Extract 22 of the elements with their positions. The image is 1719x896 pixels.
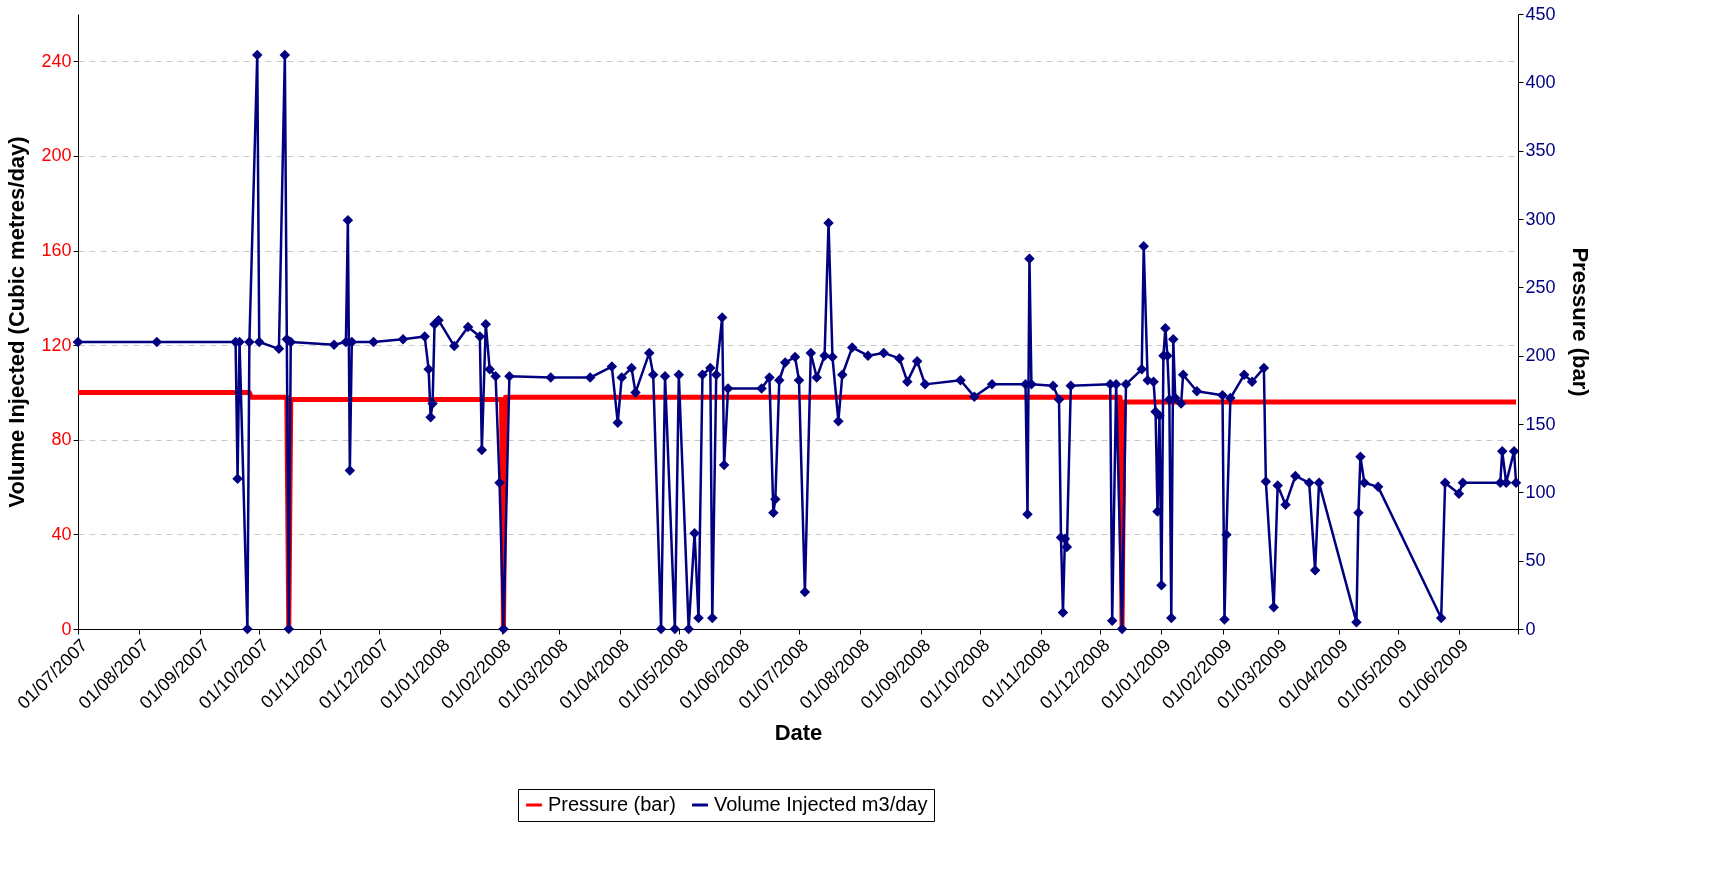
- y-tick-label: 200: [41, 145, 72, 166]
- y-tick-label: 40: [51, 523, 72, 544]
- y2-tick-label: 250: [1525, 276, 1556, 297]
- y-tick-label: 0: [61, 618, 72, 639]
- y-axis-title: Volume Injected (Cubic metres/day): [4, 136, 30, 508]
- y2-axis-title: Pressure (bar): [1567, 247, 1593, 397]
- y2-tick-label: 0: [1525, 618, 1536, 639]
- y2-tick-label: 200: [1525, 345, 1556, 366]
- x-axis-title: Date: [774, 719, 823, 745]
- y2-tick-label: 350: [1525, 140, 1556, 161]
- y2-tick-label: 100: [1525, 481, 1556, 502]
- y-tick-label: 240: [41, 50, 72, 71]
- y2-tick-label: 400: [1525, 71, 1556, 92]
- y-tick-label: 80: [51, 429, 72, 450]
- y2-tick-label: 300: [1525, 208, 1556, 229]
- y-tick-label: 120: [41, 334, 72, 355]
- y2-tick-label: 50: [1525, 550, 1546, 571]
- y-tick-label: 160: [41, 240, 72, 261]
- legend-label: Volume Injected m3/day: [714, 793, 928, 815]
- y2-tick-label: 450: [1525, 3, 1556, 24]
- y2-tick-label: 150: [1525, 413, 1556, 434]
- legend-label: Pressure (bar): [548, 793, 676, 815]
